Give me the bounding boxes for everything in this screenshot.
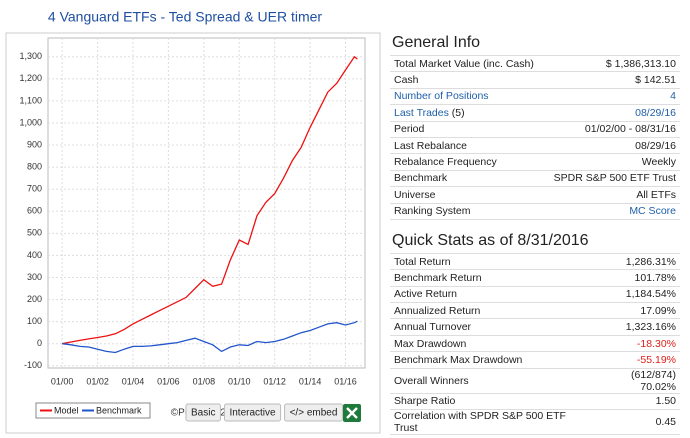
- chart-title: 4 Vanguard ETFs - Ted Spread & UER timer: [48, 9, 322, 25]
- row-label: Benchmark Return: [390, 269, 590, 287]
- chart: 4 Vanguard ETFs - Ted Spread & UER timer…: [5, 9, 381, 434]
- button-bg: [284, 403, 343, 422]
- row-value: 1,286.31%: [589, 252, 680, 270]
- row-label: Total Return: [390, 252, 590, 270]
- quick-stats-table: Total Return 1,286.31% Benchmark Return 10…: [390, 252, 680, 436]
- row-label-cell: Last Trades (5): [390, 104, 545, 122]
- row-value: $ 142.51: [544, 71, 680, 89]
- row-label: Correlation with SPDR S&P 500 ETF Trust: [390, 409, 590, 436]
- x-tick-label: 01/04: [122, 376, 145, 386]
- row-value: 17.09%: [589, 302, 680, 319]
- row-value: -55.19%: [589, 351, 680, 369]
- y-tick-label: 500: [27, 228, 42, 238]
- series-line: [62, 55, 358, 345]
- row-value: 1,323.16%: [589, 318, 680, 336]
- x-tick-label: 01/12: [263, 376, 286, 386]
- legend-label: Model: [54, 405, 79, 415]
- row-label: Last Rebalance: [390, 136, 545, 154]
- row-value: (612/874) 70.02%: [589, 367, 680, 394]
- row-label: Ranking System: [390, 202, 545, 220]
- y-tick-label: 0: [37, 338, 42, 348]
- y-tick-label: 800: [27, 162, 42, 172]
- row-label: Total Market Value (inc. Cash): [390, 54, 545, 72]
- button-bg: [185, 403, 221, 422]
- x-tick-label: 01/08: [193, 376, 216, 386]
- section-title: Quick Stats as of 8/31/2016: [392, 231, 589, 249]
- x-tick-label: 01/02: [86, 376, 109, 386]
- row-value[interactable]: MC Score: [544, 202, 680, 220]
- row-label: Annual Turnover: [390, 318, 590, 336]
- row-count: (5): [451, 106, 465, 119]
- row-label: Rebalance Frequency: [390, 153, 545, 171]
- row-label: Cash: [390, 71, 545, 89]
- button[interactable]: Interactive: [223, 403, 282, 422]
- y-tick-label: -100: [24, 360, 42, 370]
- row-value: 01/02/00 - 08/31/16: [544, 120, 680, 138]
- button[interactable]: </> embed: [284, 403, 343, 422]
- x-tick-label: 01/06: [157, 376, 180, 386]
- row-value: 0.45: [589, 409, 680, 436]
- row-label: Active Return: [390, 285, 590, 303]
- y-tick-label: 900: [27, 139, 42, 149]
- row-label: Sharpe Ratio: [390, 392, 590, 410]
- row-value: 08/29/16: [544, 136, 680, 154]
- x-tick-label: 01/14: [299, 376, 322, 386]
- row-label: Universe: [390, 186, 545, 204]
- excel-icon[interactable]: [343, 404, 361, 422]
- button-label: Basic: [191, 408, 215, 419]
- row-value: 1,184.54%: [589, 285, 680, 303]
- x-tick-label: 01/00: [51, 376, 74, 386]
- x-tick-label: 01/16: [334, 376, 357, 386]
- row-label: Overall Winners: [390, 367, 590, 394]
- y-tick-label: 300: [27, 272, 42, 282]
- button-bg: [223, 403, 282, 422]
- row-value: 101.78%: [589, 269, 680, 287]
- row-value[interactable]: 08/29/16: [544, 104, 680, 122]
- y-tick-label: 100: [27, 316, 42, 326]
- row-value: Weekly: [544, 153, 680, 171]
- y-tick-label: 1,300: [19, 51, 42, 61]
- y-tick-label: 1,100: [19, 95, 42, 105]
- series-line: [62, 320, 358, 354]
- y-tick-label: 600: [27, 206, 42, 216]
- row-value: -18.30%: [589, 334, 680, 352]
- plot-area: [47, 37, 366, 369]
- row-label: Annualized Return: [390, 302, 590, 319]
- section-title: General Info: [392, 34, 481, 51]
- excel-icon-x: [346, 407, 358, 419]
- y-tick-label: 1,000: [19, 117, 42, 127]
- row-value[interactable]: 4: [544, 87, 680, 105]
- y-tick-label: 700: [27, 184, 42, 194]
- row-label: Period: [390, 120, 545, 138]
- general-info-table: Total Market Value (inc. Cash) $ 1,386,31…: [390, 54, 680, 220]
- row-value: $ 1,386,313.10: [544, 54, 680, 72]
- row-label[interactable]: Last Trades: [394, 106, 449, 119]
- y-tick-label: 1,200: [19, 73, 42, 83]
- button[interactable]: Basic: [185, 403, 221, 422]
- button-label: Interactive: [229, 408, 276, 419]
- info-panel: General Info Total Market Value (inc. Ca…: [390, 30, 680, 436]
- x-tick-label: 01/10: [228, 376, 251, 386]
- row-label: Benchmark Max Drawdown: [390, 351, 590, 369]
- button-label: </> embed: [290, 408, 338, 419]
- row-value: SPDR S&P 500 ETF Trust: [544, 169, 680, 187]
- row-label: Max Drawdown: [390, 334, 590, 352]
- chart-frame: [5, 32, 381, 434]
- row-label: Benchmark: [390, 169, 545, 187]
- row-label[interactable]: Number of Positions: [390, 87, 545, 105]
- legend-label: Benchmark: [96, 405, 142, 415]
- y-tick-label: 400: [27, 250, 42, 260]
- y-tick-label: 200: [27, 294, 42, 304]
- row-value: 1.50: [589, 392, 680, 410]
- row-value: All ETFs: [544, 186, 680, 204]
